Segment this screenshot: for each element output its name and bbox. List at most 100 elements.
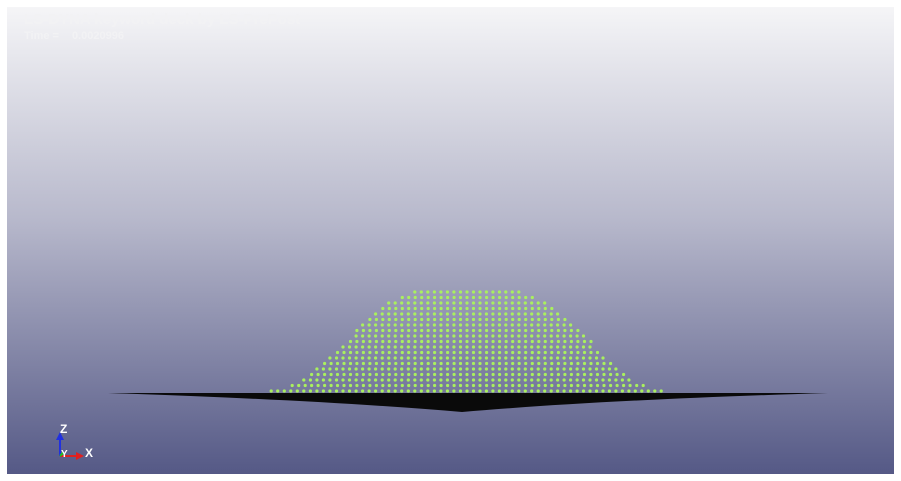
- particle: [348, 378, 351, 381]
- particle: [596, 362, 599, 365]
- particle: [375, 318, 378, 321]
- particle: [570, 329, 573, 332]
- particle: [582, 356, 585, 359]
- particle: [570, 351, 573, 354]
- particle: [420, 329, 423, 332]
- particle: [530, 345, 533, 348]
- particle: [511, 323, 514, 326]
- particle: [511, 307, 514, 310]
- particle: [420, 307, 423, 310]
- particle: [381, 312, 384, 315]
- particle: [375, 362, 378, 365]
- particle: [368, 356, 371, 359]
- particle: [570, 362, 573, 365]
- particle: [478, 378, 481, 381]
- particle: [446, 340, 449, 343]
- particle: [433, 373, 436, 376]
- particle: [596, 373, 599, 376]
- particle: [505, 318, 508, 321]
- particle: [550, 389, 553, 392]
- particle: [518, 307, 521, 310]
- particle: [394, 323, 397, 326]
- particle: [349, 362, 352, 365]
- particle: [465, 318, 468, 321]
- particle: [433, 307, 436, 310]
- particle: [394, 334, 397, 337]
- particle: [472, 373, 475, 376]
- particle: [472, 312, 475, 315]
- particle: [426, 334, 429, 337]
- particle: [381, 384, 384, 387]
- particle: [498, 301, 501, 304]
- particle: [336, 384, 339, 387]
- particle: [537, 329, 540, 332]
- particle: [530, 378, 533, 381]
- particle: [401, 340, 404, 343]
- particle: [368, 367, 371, 370]
- particle: [368, 329, 371, 332]
- particle: [368, 378, 371, 381]
- particle: [504, 345, 507, 348]
- particle: [368, 384, 371, 387]
- particle: [335, 367, 338, 370]
- particle: [569, 345, 572, 348]
- particle: [413, 367, 416, 370]
- particle: [511, 301, 514, 304]
- particle: [478, 318, 481, 321]
- particle: [413, 290, 416, 293]
- particle: [439, 378, 442, 381]
- particle: [330, 373, 333, 376]
- particle: [387, 378, 390, 381]
- particle: [504, 312, 507, 315]
- particle: [621, 378, 624, 381]
- particle: [616, 384, 619, 387]
- particle: [440, 307, 443, 310]
- particle: [420, 323, 423, 326]
- particle: [394, 373, 397, 376]
- particle: [459, 345, 462, 348]
- particle: [317, 384, 320, 387]
- particle: [465, 373, 468, 376]
- particle: [511, 378, 514, 381]
- particle: [413, 389, 416, 392]
- particle: [426, 323, 429, 326]
- particle: [602, 384, 605, 387]
- particle: [582, 345, 585, 348]
- particle: [341, 389, 344, 392]
- particle: [375, 373, 378, 376]
- particle: [498, 290, 501, 293]
- particle: [381, 329, 384, 332]
- particle: [446, 318, 449, 321]
- particle: [342, 362, 345, 365]
- particle: [335, 389, 338, 392]
- particle: [420, 296, 423, 299]
- particle: [459, 340, 462, 343]
- particle: [550, 318, 553, 321]
- particle: [336, 362, 339, 365]
- particle: [569, 367, 572, 370]
- particle: [582, 389, 585, 392]
- particle: [511, 384, 514, 387]
- particle: [556, 345, 559, 348]
- particle: [576, 367, 579, 370]
- particle: [550, 351, 553, 354]
- particle: [491, 290, 494, 293]
- particle: [427, 384, 430, 387]
- particle: [491, 378, 494, 381]
- particle: [407, 307, 410, 310]
- particle: [498, 296, 501, 299]
- particle: [407, 312, 410, 315]
- particle: [544, 384, 547, 387]
- particle: [414, 384, 417, 387]
- particle: [296, 389, 299, 392]
- particle: [537, 373, 540, 376]
- particle: [498, 307, 501, 310]
- particle: [576, 362, 579, 365]
- particle: [387, 356, 390, 359]
- particle: [531, 329, 534, 332]
- particle: [465, 362, 468, 365]
- particle: [511, 356, 514, 359]
- particle: [355, 373, 358, 376]
- particle: [517, 356, 520, 359]
- particle: [407, 367, 410, 370]
